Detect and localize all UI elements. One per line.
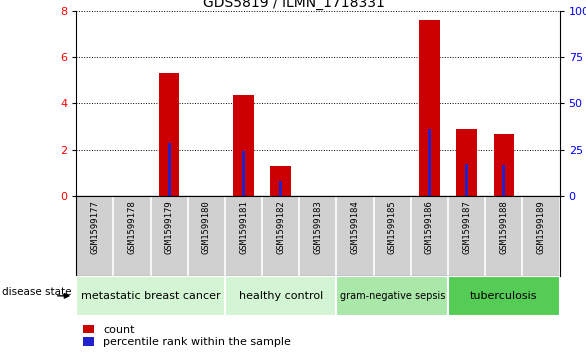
Bar	[168, 143, 171, 196]
Bar	[448, 276, 560, 316]
Bar	[76, 276, 225, 316]
Bar	[336, 276, 448, 316]
Text: disease state: disease state	[2, 287, 71, 297]
Bar	[428, 129, 431, 196]
Bar	[233, 95, 254, 196]
Legend: count, percentile rank within the sample: count, percentile rank within the sample	[80, 321, 294, 351]
Bar	[280, 181, 282, 196]
Text: GSM1599183: GSM1599183	[314, 200, 322, 254]
Text: tuberculosis: tuberculosis	[470, 291, 537, 301]
Text: metastatic breast cancer: metastatic breast cancer	[81, 291, 220, 301]
Text: GSM1599177: GSM1599177	[90, 200, 99, 254]
Bar	[493, 134, 514, 196]
Text: GSM1599184: GSM1599184	[350, 200, 360, 254]
Bar	[456, 129, 477, 196]
Text: GSM1599185: GSM1599185	[388, 200, 397, 254]
Bar	[159, 73, 179, 196]
Text: GSM1599182: GSM1599182	[276, 200, 285, 254]
Bar	[465, 164, 468, 196]
Bar	[225, 276, 336, 316]
Bar	[242, 151, 245, 196]
Text: GSM1599181: GSM1599181	[239, 200, 248, 254]
Text: GSM1599179: GSM1599179	[165, 200, 173, 254]
Text: GSM1599188: GSM1599188	[499, 200, 508, 254]
Bar	[502, 165, 505, 196]
Bar	[419, 20, 440, 196]
Title: GDS5819 / ILMN_1718331: GDS5819 / ILMN_1718331	[203, 0, 384, 10]
Text: GSM1599186: GSM1599186	[425, 200, 434, 254]
Text: GSM1599189: GSM1599189	[537, 200, 546, 254]
Text: GSM1599180: GSM1599180	[202, 200, 211, 254]
Bar	[271, 166, 291, 196]
Text: healthy control: healthy control	[239, 291, 323, 301]
Text: GSM1599187: GSM1599187	[462, 200, 471, 254]
Text: GSM1599178: GSM1599178	[128, 200, 137, 254]
Text: gram-negative sepsis: gram-negative sepsis	[340, 291, 445, 301]
